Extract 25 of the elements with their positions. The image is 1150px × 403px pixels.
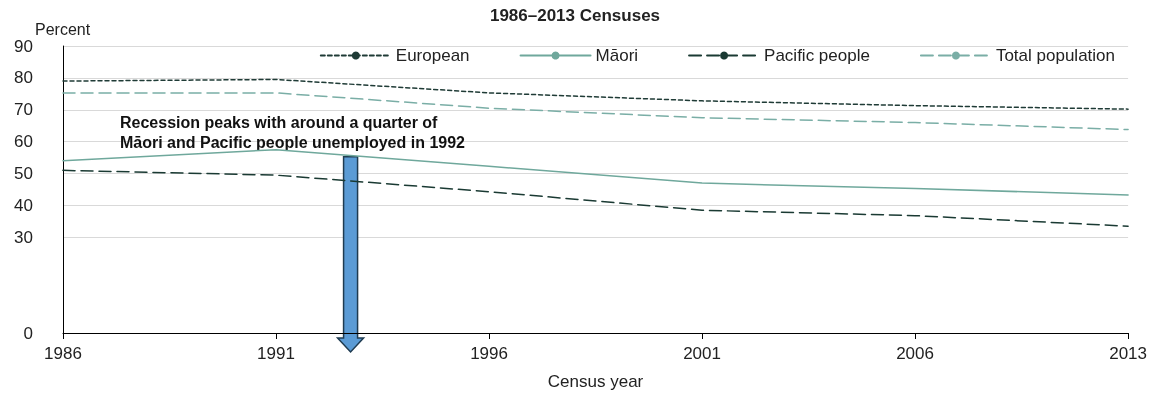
y-tick-label: 30 (14, 227, 33, 247)
legend-label: Total population (995, 46, 1115, 65)
y-tick-label: 80 (14, 68, 33, 88)
y-tick-label: 0 (23, 323, 33, 343)
y-tick-label: 70 (14, 100, 33, 120)
chart-title: 1986–2013 Censuses (489, 6, 661, 25)
y-tick-label: 60 (14, 132, 33, 152)
x-tick-label: 1996 (470, 344, 508, 363)
y-tick-label: 90 (14, 36, 33, 56)
legend-label: Pacific people (764, 46, 870, 65)
y-axis-title: Percent (35, 21, 91, 39)
legend-label: European (395, 46, 470, 65)
x-tick-label: 2013 (1109, 344, 1147, 363)
annotation: Recession peaks with around a quarter of Māori and Pacific people unemployed in 1992 (120, 114, 466, 152)
x-tick-label: 2006 (896, 344, 934, 363)
line-series (62, 169, 1129, 227)
legend-label: Māori (595, 46, 639, 65)
x-axis-title: Census year (547, 372, 644, 391)
y-tick-label: 40 (14, 195, 33, 215)
x-tick-label: 1991 (257, 344, 295, 363)
y-tick-label: 50 (14, 164, 33, 184)
x-tick-label: 2001 (683, 344, 721, 363)
line-series (62, 78, 1129, 110)
x-tick-label: 1986 (44, 344, 82, 363)
line-series (62, 92, 1129, 131)
